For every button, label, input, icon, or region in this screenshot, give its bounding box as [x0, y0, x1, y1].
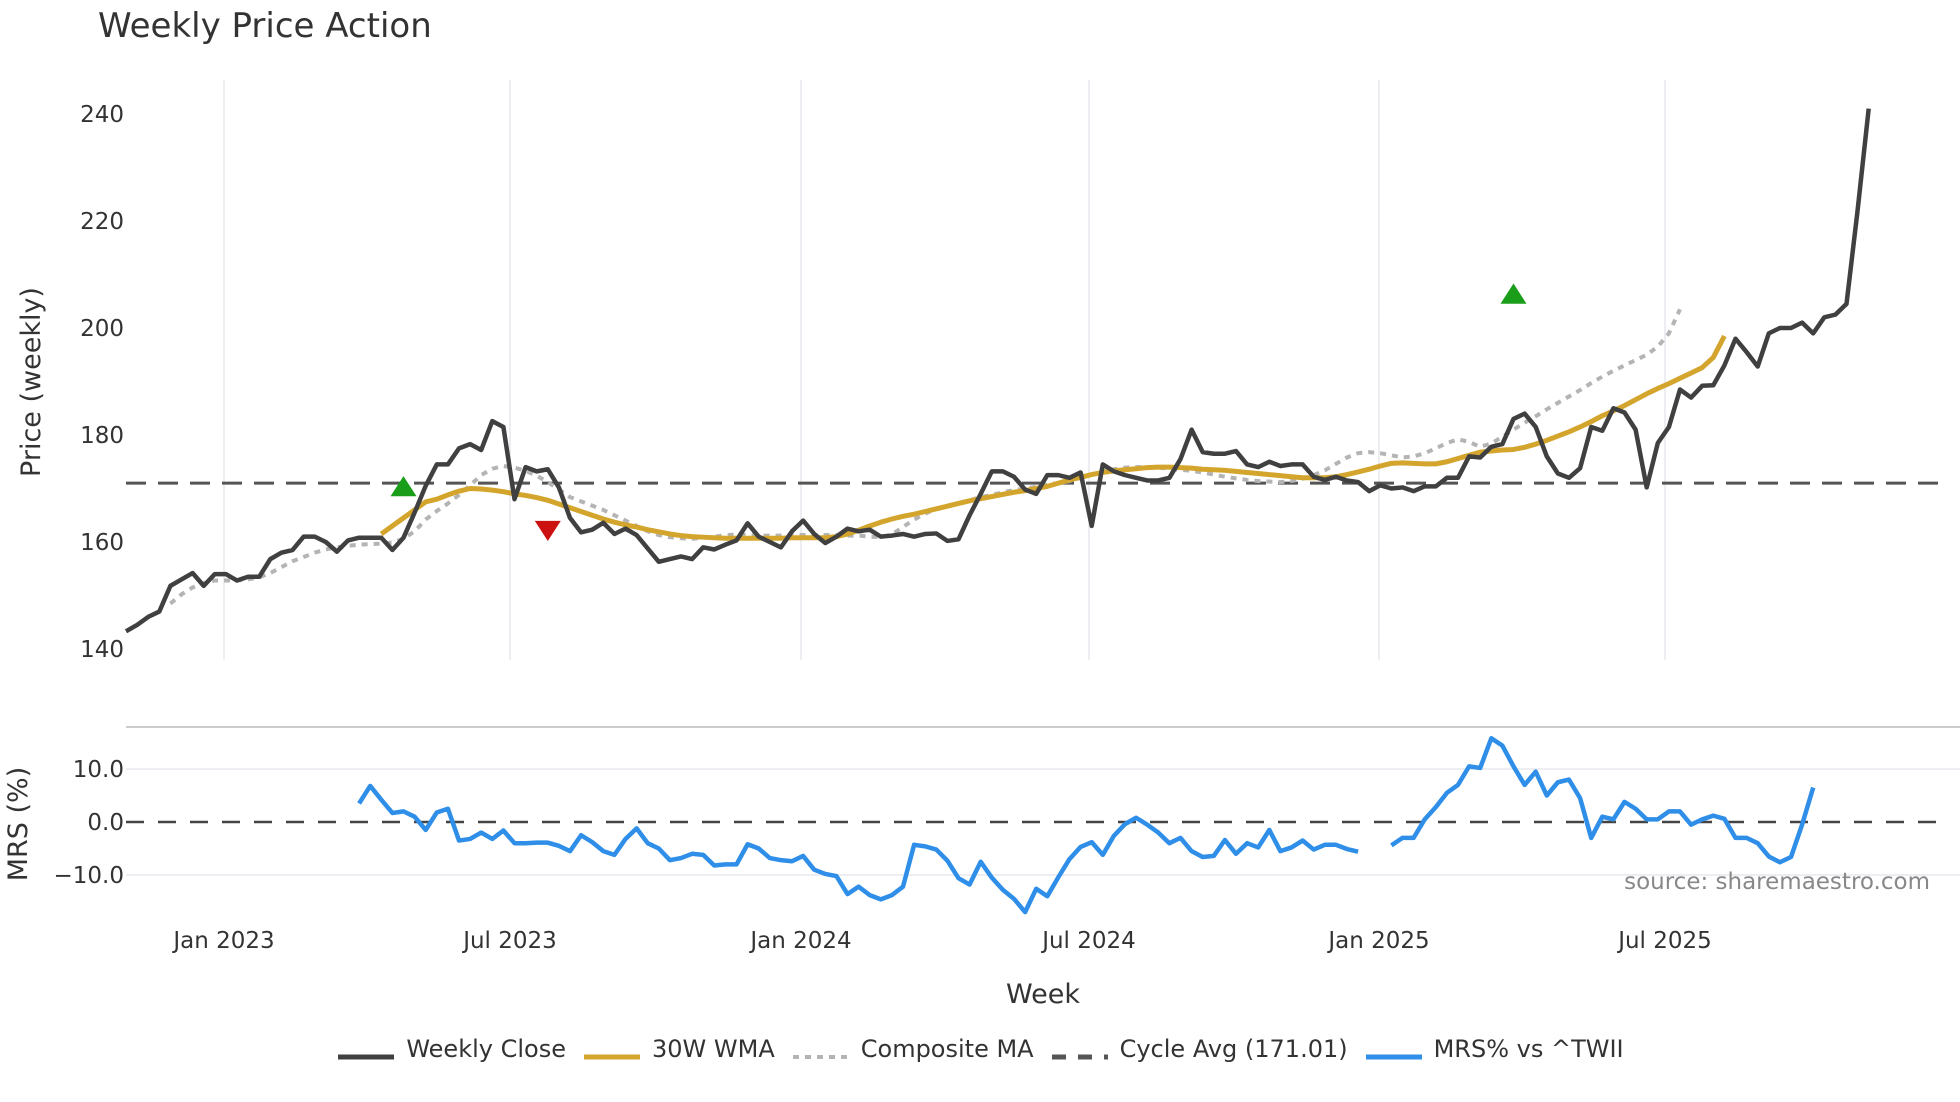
svg-text:Jul 2025: Jul 2025 — [1616, 928, 1712, 954]
legend-swatch-icon — [1364, 1042, 1424, 1060]
legend-swatch-icon — [791, 1042, 851, 1059]
legend-item: 30W WMA — [582, 1035, 775, 1063]
svg-text:Jan 2025: Jan 2025 — [1326, 928, 1429, 954]
mrs-gridlines — [126, 768, 1960, 876]
svg-text:140: 140 — [80, 637, 124, 663]
price-y-axis-ticks: 140 160 180 200 220 240 — [80, 102, 124, 663]
legend-swatch-icon — [582, 1042, 642, 1060]
legend-label: 30W WMA — [651, 1035, 775, 1063]
chart-canvas: 140 160 180 200 220 240 Price (weekly) −10.0 0… — [3, 80, 1960, 1010]
svg-text:Jan 2023: Jan 2023 — [171, 928, 274, 954]
weekly-close-line — [124, 108, 1871, 634]
sell-signal-marker — [534, 520, 561, 541]
svg-text:10.0: 10.0 — [73, 757, 124, 783]
legend-swatch-icon — [336, 1042, 396, 1060]
legend-label: MRS% vs ^TWII — [1433, 1035, 1624, 1063]
svg-text:180: 180 — [80, 423, 124, 449]
svg-text:−10.0: −10.0 — [54, 863, 124, 889]
x-axis-label: Week — [1006, 979, 1080, 1010]
svg-text:160: 160 — [80, 530, 124, 556]
svg-text:Jul 2024: Jul 2024 — [1040, 928, 1136, 954]
wma-30w-line — [379, 334, 1727, 541]
composite-ma-line — [169, 308, 1682, 606]
legend-label: Composite MA — [860, 1035, 1034, 1063]
x-axis-ticks: Jan 2023 Jul 2023 Jan 2024 Jul 2024 Jan 2025… — [171, 928, 1711, 954]
legend-item: MRS% vs ^TWII — [1364, 1035, 1624, 1063]
svg-text:Jan 2024: Jan 2024 — [748, 928, 851, 954]
legend-item: Weekly Close — [336, 1035, 566, 1063]
legend-swatch-icon — [1050, 1042, 1110, 1060]
svg-text:200: 200 — [80, 316, 124, 342]
svg-text:240: 240 — [80, 102, 124, 128]
svg-text:220: 220 — [80, 209, 124, 235]
legend: Weekly Close 30W WMA Composite MA Cycle Avg… — [0, 1035, 1960, 1063]
svg-text:0.0: 0.0 — [87, 810, 124, 836]
buy-signal-marker — [1500, 283, 1527, 304]
price-y-axis-label: Price (weekly) — [16, 287, 47, 477]
mrs-y-axis-ticks: −10.0 0.0 10.0 — [54, 757, 124, 889]
source-note: source: sharemaestro.com — [1624, 869, 1930, 895]
mrs-y-axis-label: MRS (%) — [3, 767, 34, 882]
legend-label: Cycle Avg (171.01) — [1119, 1035, 1348, 1063]
svg-text:Jul 2023: Jul 2023 — [461, 928, 557, 954]
chart-title: Weekly Price Action — [98, 6, 432, 46]
signal-markers — [390, 283, 1527, 541]
price-gridlines — [223, 80, 1666, 660]
legend-item: Cycle Avg (171.01) — [1050, 1035, 1348, 1063]
buy-signal-marker — [390, 476, 417, 497]
mrs-line — [357, 736, 1816, 915]
legend-item: Composite MA — [791, 1035, 1034, 1063]
legend-label: Weekly Close — [406, 1035, 566, 1063]
